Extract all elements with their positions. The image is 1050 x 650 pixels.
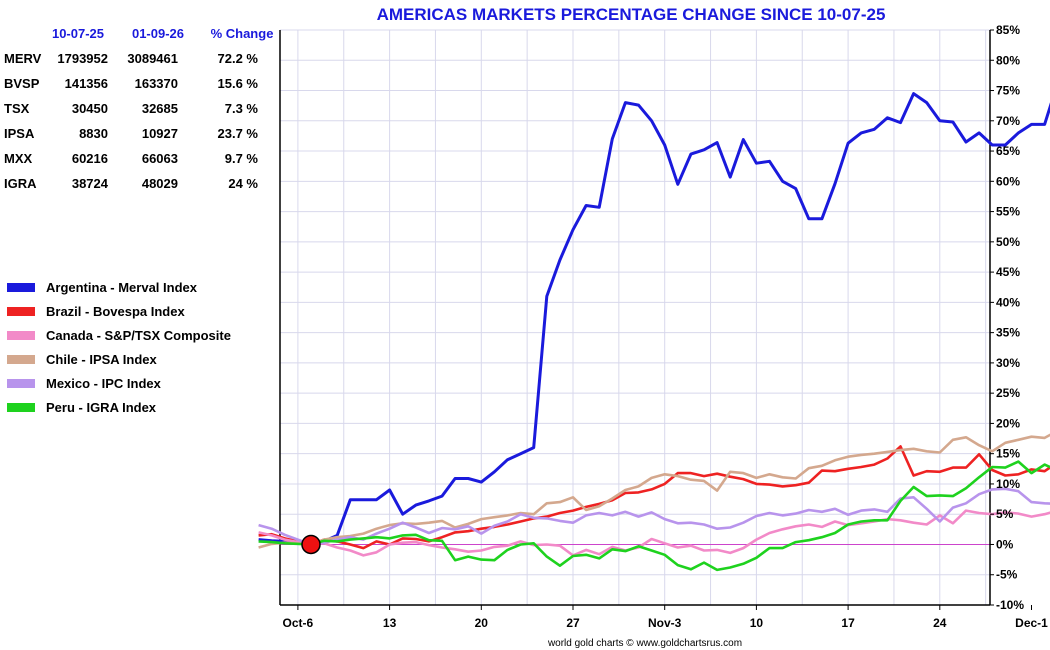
y-tick-label: 5% [996,507,1014,521]
y-tick-label: -10% [996,598,1024,612]
legend-label: Chile - IPSA Index [46,352,158,367]
table-end-value: 3089461 [127,51,178,66]
legend-swatch [7,283,35,292]
legend-label: Argentina - Merval Index [46,280,198,295]
table-change-value: 24 % [228,176,258,191]
y-tick-label: 30% [996,356,1020,370]
y-tick-label: 40% [996,295,1020,309]
series-line-0 [258,92,1050,546]
y-tick-label: 75% [996,84,1020,98]
series-lines [258,92,1050,572]
table-end-value: 163370 [135,76,178,91]
x-tick-label: Dec-1 [1015,616,1048,630]
series-line-2 [258,509,1050,557]
header-start-date: 10-07-25 [52,26,104,41]
table-end-value: 10927 [142,126,178,141]
legend-swatch [7,331,35,340]
start-marker-dot [301,534,321,555]
y-tick-label: 20% [996,416,1020,430]
header-change: % Change [211,26,274,41]
table-symbol: MXX [4,151,33,166]
table-change-value: 23.7 % [218,126,259,141]
y-tick-label: 15% [996,447,1020,461]
y-tick-label: 45% [996,265,1020,279]
legend-label: Brazil - Bovespa Index [46,304,185,319]
x-tick-label: 13 [383,616,397,630]
legend-label: Canada - S&P/TSX Composite [46,328,231,343]
credit-text: world gold charts © www.goldchartsrus.co… [547,638,742,649]
table-end-value: 48029 [142,176,178,191]
y-tick-label: 25% [996,386,1020,400]
series-line-5 [258,460,1050,572]
legend-swatch [7,403,35,412]
legend-label: Peru - IGRA Index [46,400,157,415]
table-start-value: 141356 [65,76,108,91]
table-start-value: 38724 [72,176,109,191]
y-tick-label: 60% [996,174,1020,188]
y-tick-label: 70% [996,114,1020,128]
table-change-value: 15.6 % [218,76,259,91]
header-end-date: 01-09-26 [132,26,184,41]
summary-table: 10-07-25 01-09-26 % Change MERV 1793952 30… [4,26,273,191]
y-tick-label: 35% [996,326,1020,340]
start-marker [301,534,321,555]
table-start-value: 30450 [72,101,108,116]
y-tick-label: 55% [996,205,1020,219]
y-tick-label: 85% [996,23,1020,37]
table-symbol: TSX [4,101,30,116]
x-tick-label: 27 [566,616,580,630]
legend-swatch [7,307,35,316]
table-end-value: 32685 [142,101,178,116]
table-symbol: IPSA [4,126,35,141]
plot-frame [279,30,991,606]
table-change-value: 7.3 % [225,101,259,116]
legend-swatch [7,355,35,364]
x-tick-label: Nov-3 [648,616,682,630]
x-tick-label: 24 [933,616,947,630]
table-change-value: 9.7 % [225,151,259,166]
legend-swatch [7,379,35,388]
y-tick-label: -5% [996,568,1018,582]
y-tick-label: 0% [996,537,1014,551]
table-end-value: 66063 [142,151,178,166]
table-start-value: 60216 [72,151,108,166]
chart-title: AMERICAS MARKETS PERCENTAGE CHANGE SINCE… [377,5,886,24]
table-change-value: 72.2 % [218,51,259,66]
legend-label: Mexico - IPC Index [46,376,162,391]
table-symbol: MERV [4,51,42,66]
x-tick-label: Oct-6 [283,616,314,630]
y-axis-ticks: 85% 80% 75% 70% 65% 60% 55% 50% 45% 40% 35% 30% 25% 2… [990,23,1024,612]
series-line-3 [258,433,1050,549]
table-symbol: IGRA [4,176,37,191]
table-start-value: 1793952 [57,51,108,66]
legend: Argentina - Merval Index Brazil - Bovespa… [7,280,231,415]
y-tick-label: 10% [996,477,1020,491]
table-symbol: BVSP [4,76,40,91]
y-tick-label: 65% [996,144,1020,158]
y-tick-label: 50% [996,235,1020,249]
series-line-4 [258,487,1050,546]
y-tick-label: 80% [996,53,1020,67]
x-tick-label: 17 [841,616,855,630]
x-tick-label: 20 [475,616,489,630]
x-tick-label: 10 [750,616,764,630]
table-start-value: 8830 [79,126,108,141]
